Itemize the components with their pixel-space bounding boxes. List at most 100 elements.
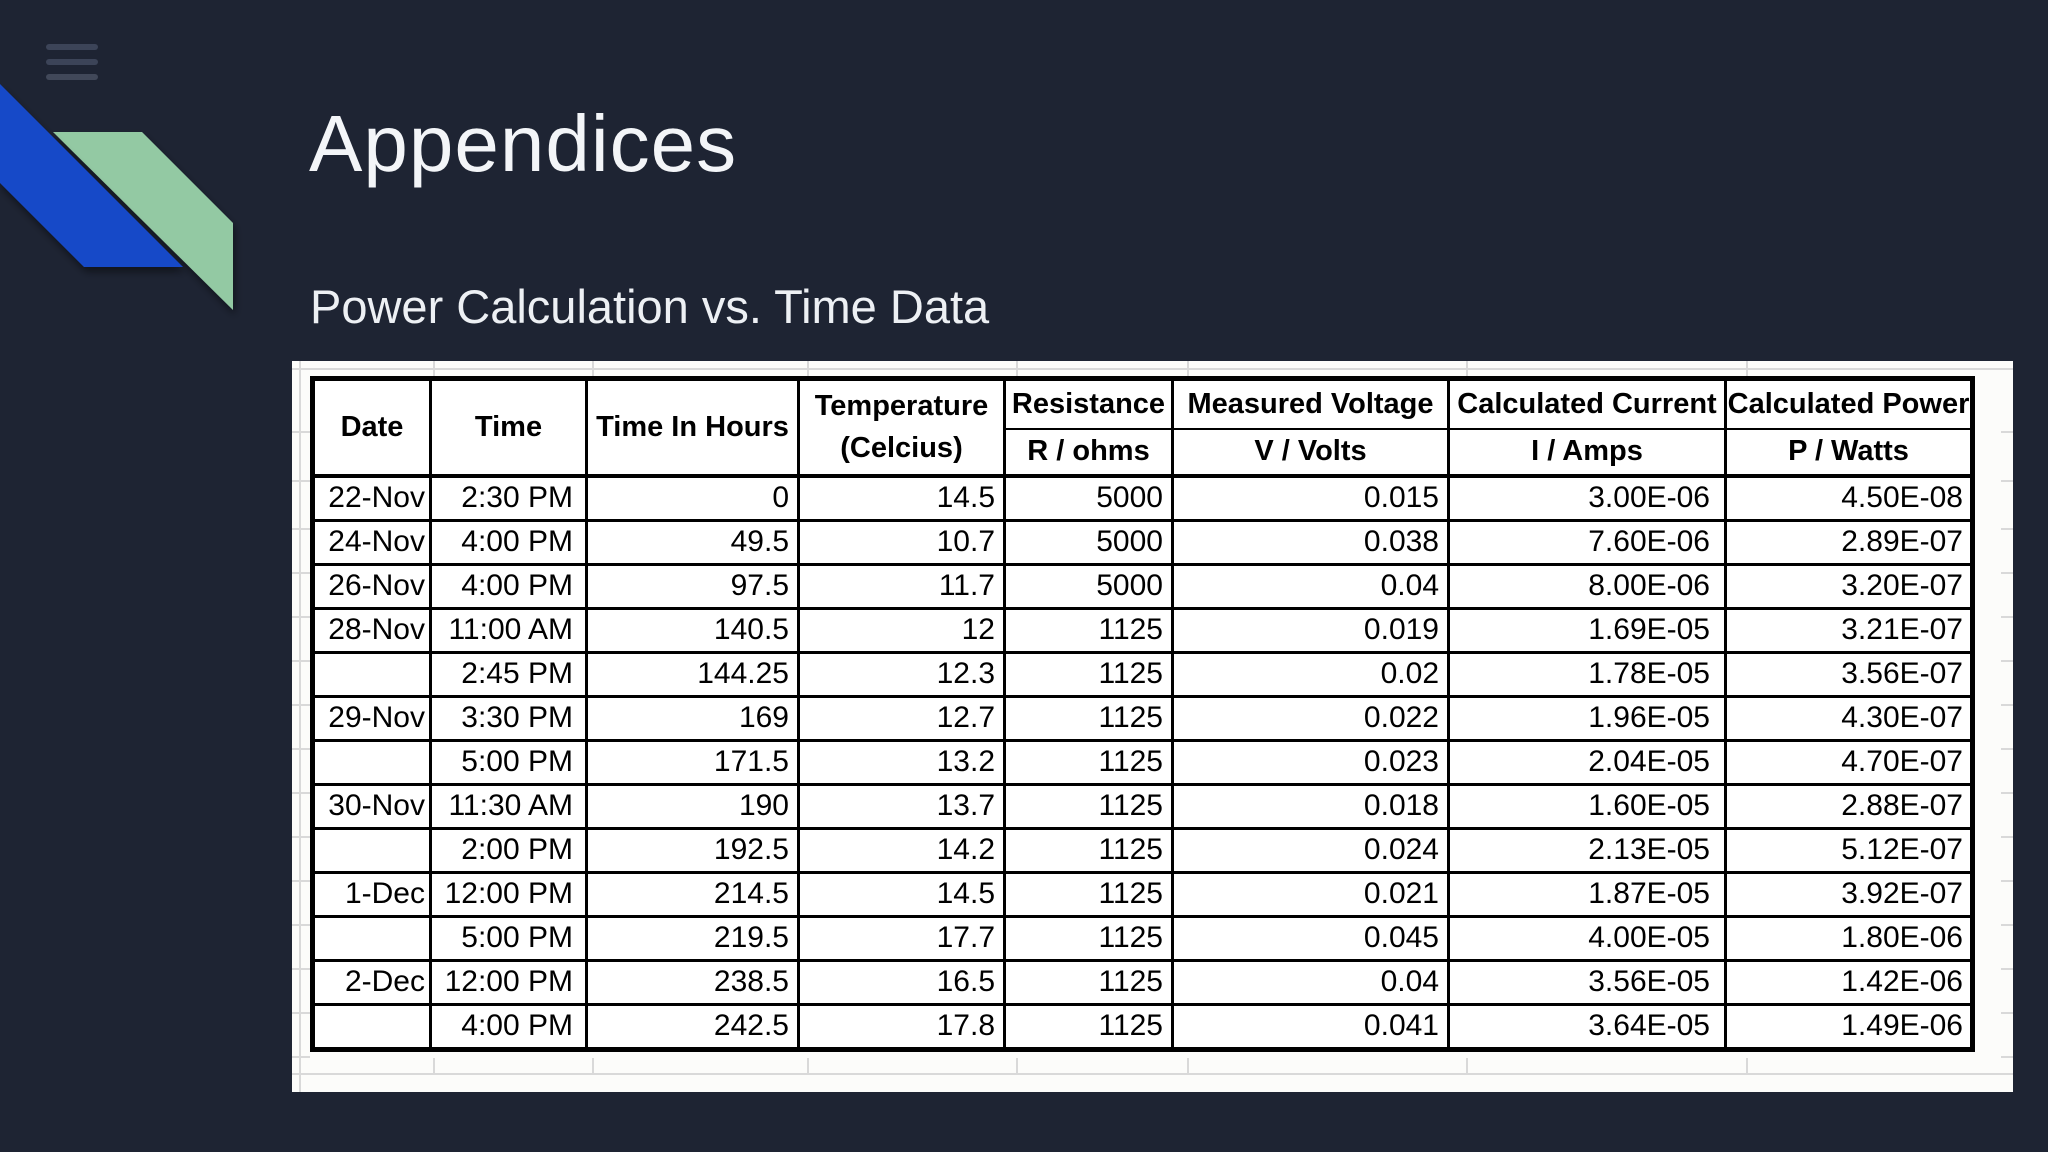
sheet-gridline (2001, 1012, 2013, 1014)
sheet-gridline (2001, 660, 2013, 662)
table-cell: 1.78E-05 (1447, 650, 1727, 698)
table-cell: 1125 (1003, 914, 1174, 962)
column-subheader-p-watts: P / Watts (1724, 427, 1974, 478)
table-cell: 26-Nov (311, 562, 432, 610)
table-cell: 22-Nov (311, 474, 432, 522)
sheet-gridline (292, 1012, 310, 1014)
table-cell: 11:30 AM (429, 782, 588, 830)
table-cell: 1.60E-05 (1447, 782, 1727, 830)
table-cell: 17.7 (797, 914, 1006, 962)
sheet-gridline (1016, 361, 1018, 376)
table-cell: 5000 (1003, 474, 1174, 522)
table-cell: 4:00 PM (429, 1002, 588, 1051)
table-cell: 0.038 (1171, 518, 1450, 566)
table-cell: 3.92E-07 (1724, 870, 1974, 918)
table-row: 28-Nov 11:00 AM 140.5 12 1125 0.019 1.69E-05 3.… (311, 606, 1974, 654)
table-cell: 11:00 AM (429, 606, 588, 654)
table-cell: 12:00 PM (429, 870, 588, 918)
table-cell: 4.00E-05 (1447, 914, 1727, 962)
table-cell: 2:00 PM (429, 826, 588, 874)
table-cell: 1.96E-05 (1447, 694, 1727, 742)
sheet-gridline (292, 1056, 310, 1058)
table-cell: 1125 (1003, 650, 1174, 698)
table-cell: 4:00 PM (429, 562, 588, 610)
table-cell: 238.5 (585, 958, 800, 1006)
sheet-gridline (2001, 792, 2013, 794)
table-cell: 0.018 (1171, 782, 1450, 830)
table-cell: 11.7 (797, 562, 1006, 610)
table-cell: 0.02 (1171, 650, 1450, 698)
table-cell: 4:00 PM (429, 518, 588, 566)
table-cell: 1125 (1003, 738, 1174, 786)
table-row: 2-Dec 12:00 PM 238.5 16.5 1125 0.04 3.56E-05 1.… (311, 958, 1974, 1006)
sheet-gridline (2001, 836, 2013, 838)
table-cell: 97.5 (585, 562, 800, 610)
corner-ribbon-decoration (0, 84, 233, 310)
table-row: 26-Nov 4:00 PM 97.5 11.7 5000 0.04 8.00E-06 3.2… (311, 562, 1974, 610)
hamburger-menu-icon[interactable] (46, 44, 98, 82)
table-cell: 5.12E-07 (1724, 826, 1974, 874)
sheet-gridline (292, 431, 310, 433)
sheet-gridline (592, 361, 594, 376)
table-cell: 1125 (1003, 782, 1174, 830)
table-row: 5:00 PM 171.5 13.2 1125 0.023 2.04E-05 4.70E-0… (311, 738, 1974, 786)
sheet-gridline (2001, 924, 2013, 926)
sheet-gridline (292, 836, 310, 838)
column-header-date: Date (311, 377, 432, 478)
table-cell: 3.56E-05 (1447, 958, 1727, 1006)
column-header-calculated-power: Calculated Power (1724, 377, 1974, 430)
table-row: 30-Nov 11:30 AM 190 13.7 1125 0.018 1.60E-05 2.… (311, 782, 1974, 830)
sheet-gridline (1187, 361, 1189, 376)
column-header-measured-voltage: Measured Voltage (1171, 377, 1450, 430)
power-data-table: Date Time Time In Hours Temperature (Celcius… (310, 376, 1975, 1052)
table-cell: 2.13E-05 (1447, 826, 1727, 874)
slide-subtitle: Power Calculation vs. Time Data (310, 280, 990, 333)
table-cell: 1-Dec (311, 870, 432, 918)
table-row: 2:45 PM 144.25 12.3 1125 0.02 1.78E-05 3.56E-0… (311, 650, 1974, 698)
table-cell: 5:00 PM (429, 738, 588, 786)
table-cell: 2.88E-07 (1724, 782, 1974, 830)
column-subheader-i-amps: I / Amps (1447, 427, 1727, 478)
table-cell: 1.87E-05 (1447, 870, 1727, 918)
table-cell: 14.2 (797, 826, 1006, 874)
table-cell: 3.00E-06 (1447, 474, 1727, 522)
sheet-gridline (292, 704, 310, 706)
sheet-gridline (292, 792, 310, 794)
sheet-gridline (292, 480, 310, 482)
table-cell: 29-Nov (311, 694, 432, 742)
table-cell: 140.5 (585, 606, 800, 654)
table-cell: 1.69E-05 (1447, 606, 1727, 654)
table-cell: 192.5 (585, 826, 800, 874)
table-cell: 0.022 (1171, 694, 1450, 742)
table-cell: 2.04E-05 (1447, 738, 1727, 786)
sheet-gridline (292, 880, 310, 882)
sheet-gridline (292, 528, 310, 530)
table-cell: 242.5 (585, 1002, 800, 1051)
table-cell: 3.20E-07 (1724, 562, 1974, 610)
table-cell: 13.2 (797, 738, 1006, 786)
table-cell: 3.64E-05 (1447, 1002, 1727, 1051)
blue-ribbon-shape (0, 84, 183, 267)
table-cell: 1125 (1003, 694, 1174, 742)
sheet-gridline (2001, 572, 2013, 574)
table-cell: 0.015 (1171, 474, 1450, 522)
table-cell: 219.5 (585, 914, 800, 962)
table-cell: 14.5 (797, 870, 1006, 918)
table-cell: 0.04 (1171, 562, 1450, 610)
table-cell: 0.024 (1171, 826, 1450, 874)
sheet-gridline (1466, 361, 1468, 376)
table-cell: 12:00 PM (429, 958, 588, 1006)
sheet-gridline (292, 572, 310, 574)
table-cell: 30-Nov (311, 782, 432, 830)
table-cell: 0.045 (1171, 914, 1450, 962)
table-cell: 2:45 PM (429, 650, 588, 698)
table-row: 4:00 PM 242.5 17.8 1125 0.041 3.64E-05 1.49E-0… (311, 1002, 1974, 1051)
table-cell: 1125 (1003, 958, 1174, 1006)
sheet-gridline (292, 660, 310, 662)
table-cell: 28-Nov (311, 606, 432, 654)
table-cell: 49.5 (585, 518, 800, 566)
table-cell: 0.019 (1171, 606, 1450, 654)
table-cell: 8.00E-06 (1447, 562, 1727, 610)
table-cell: 169 (585, 694, 800, 742)
